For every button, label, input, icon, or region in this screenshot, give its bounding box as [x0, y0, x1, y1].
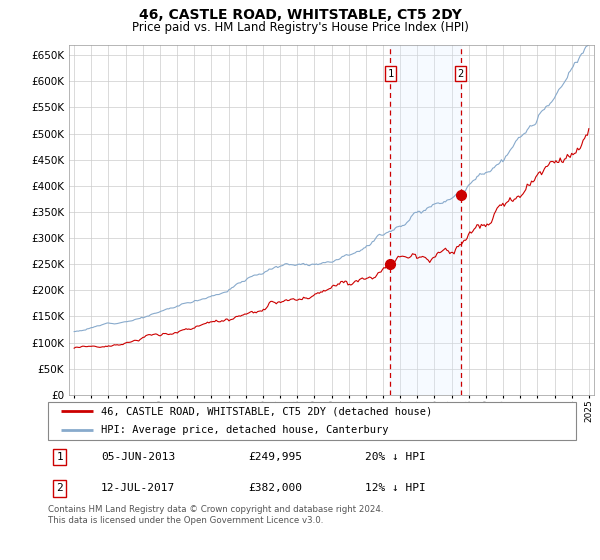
Text: 1: 1 [387, 68, 394, 78]
Text: 46, CASTLE ROAD, WHITSTABLE, CT5 2DY: 46, CASTLE ROAD, WHITSTABLE, CT5 2DY [139, 8, 461, 22]
Text: £249,995: £249,995 [248, 452, 302, 462]
Text: Contains HM Land Registry data © Crown copyright and database right 2024.
This d: Contains HM Land Registry data © Crown c… [48, 505, 383, 525]
Text: 12-JUL-2017: 12-JUL-2017 [101, 483, 175, 493]
Text: 12% ↓ HPI: 12% ↓ HPI [365, 483, 425, 493]
Text: 2: 2 [458, 68, 464, 78]
Text: 05-JUN-2013: 05-JUN-2013 [101, 452, 175, 462]
Text: 20% ↓ HPI: 20% ↓ HPI [365, 452, 425, 462]
Bar [391, 45, 461, 395]
Text: 1: 1 [56, 452, 63, 462]
Text: 2: 2 [56, 483, 63, 493]
Text: Price paid vs. HM Land Registry's House Price Index (HPI): Price paid vs. HM Land Registry's House … [131, 21, 469, 34]
Text: £382,000: £382,000 [248, 483, 302, 493]
Text: 46, CASTLE ROAD, WHITSTABLE, CT5 2DY (detached house): 46, CASTLE ROAD, WHITSTABLE, CT5 2DY (de… [101, 407, 432, 417]
Text: HPI: Average price, detached house, Canterbury: HPI: Average price, detached house, Cant… [101, 424, 388, 435]
FancyBboxPatch shape [48, 402, 576, 440]
